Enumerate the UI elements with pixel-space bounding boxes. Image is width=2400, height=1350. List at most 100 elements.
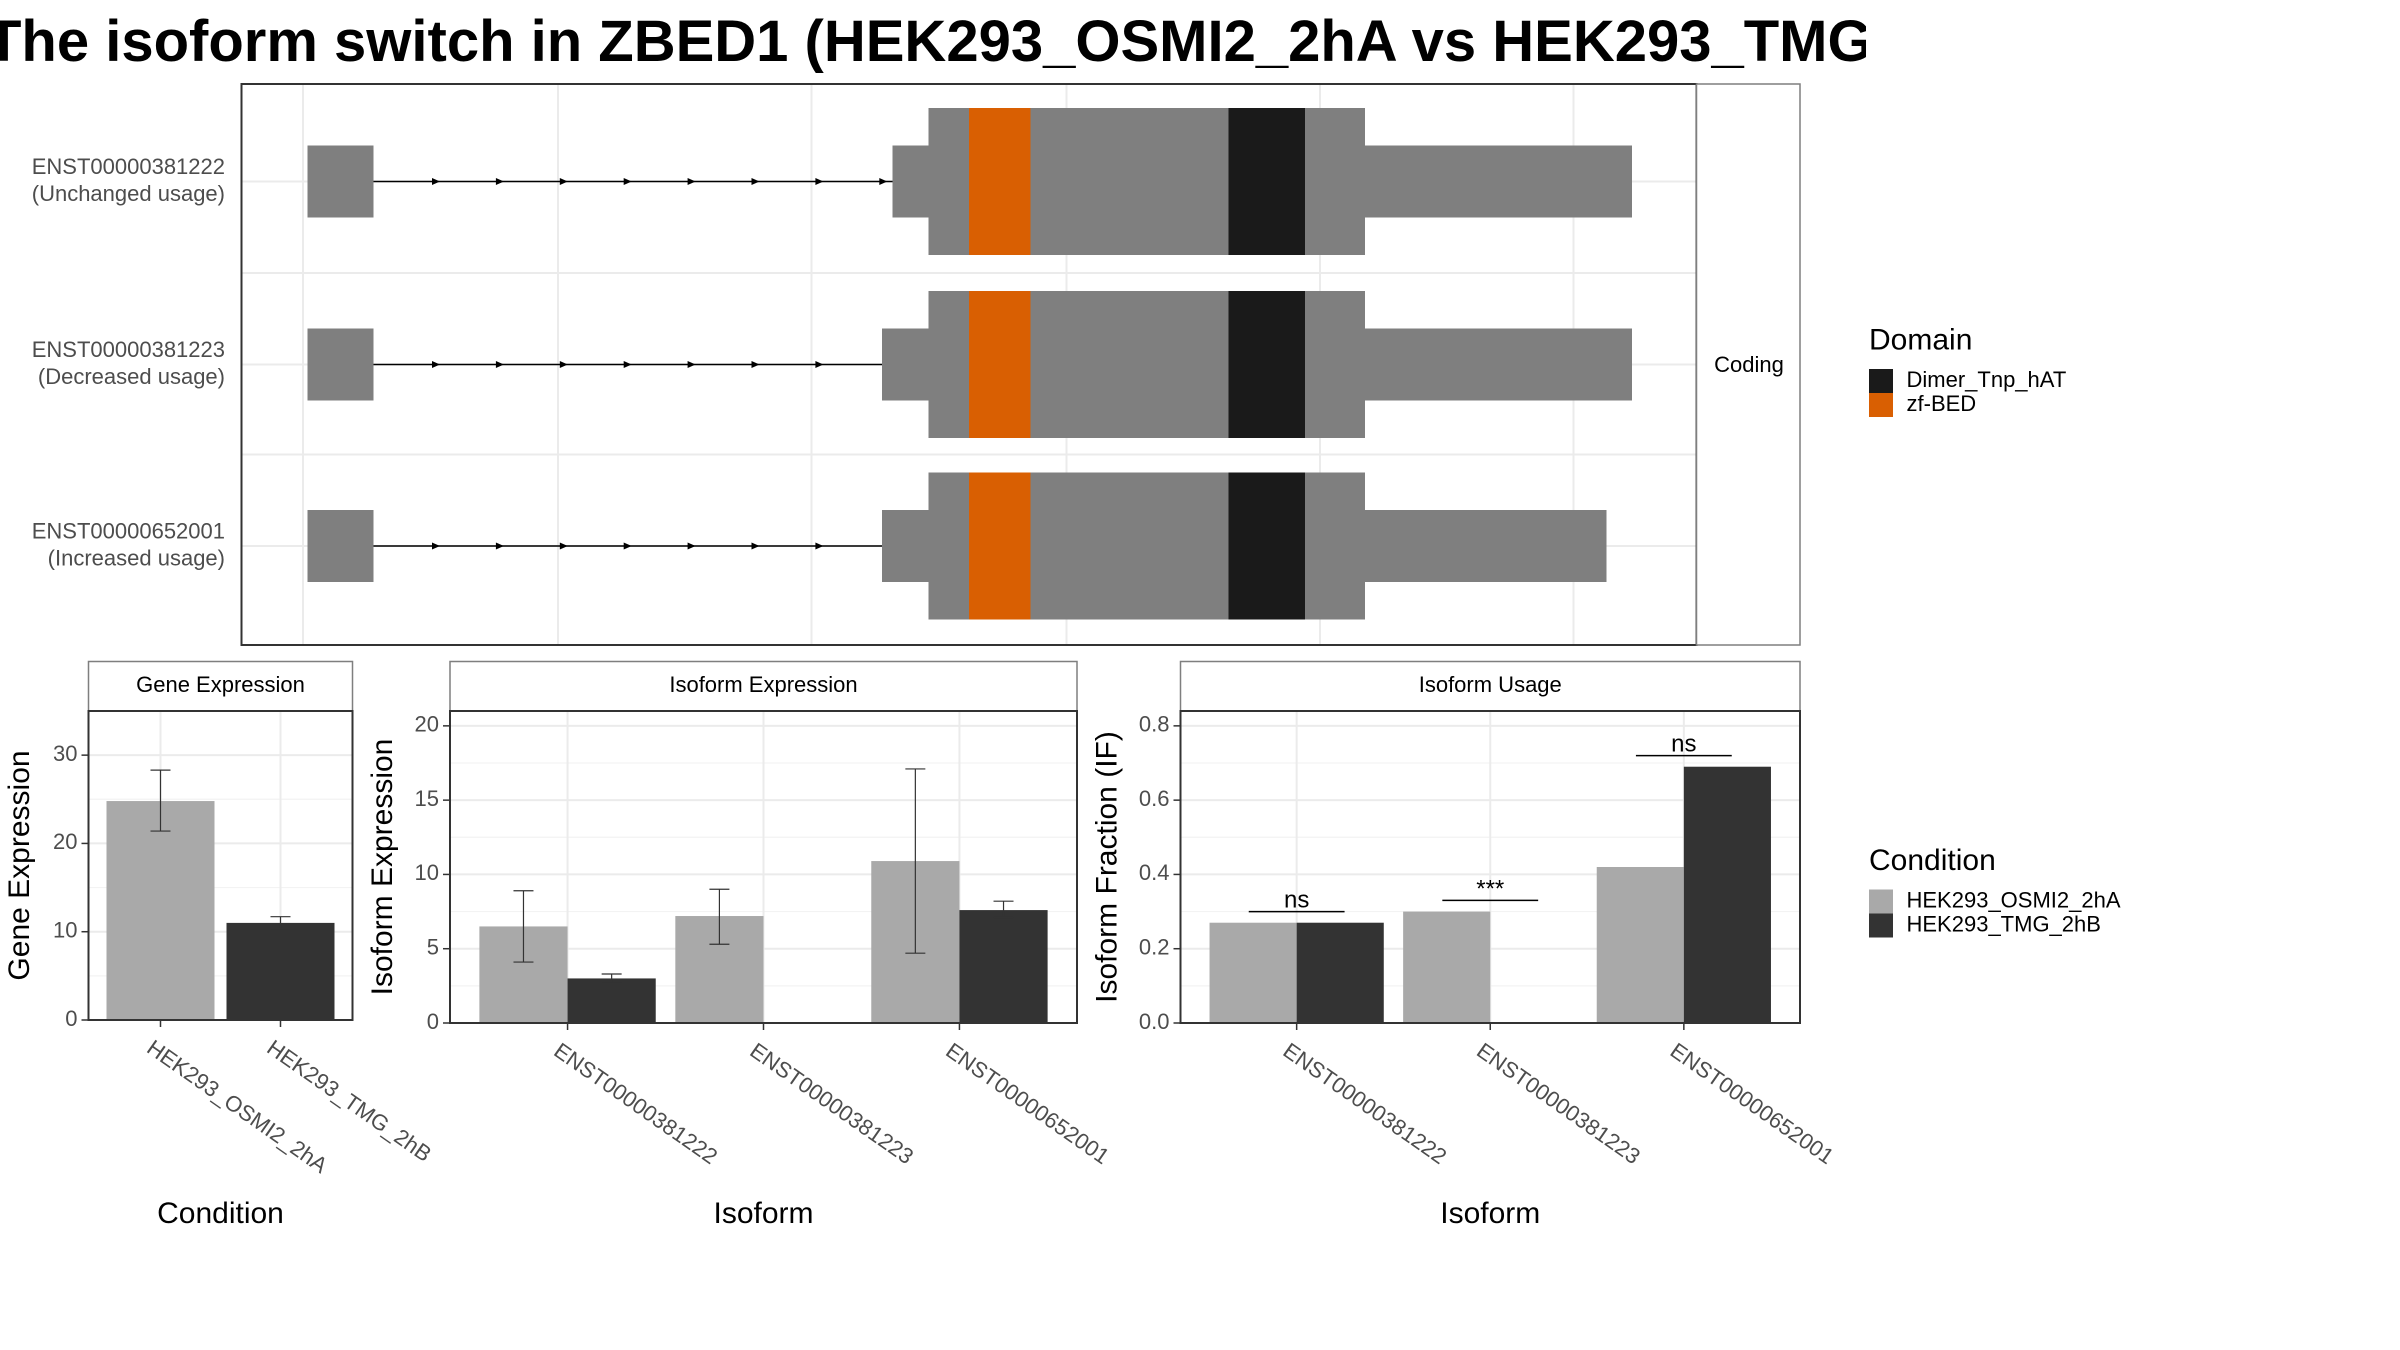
bar (1209, 922, 1297, 1023)
intron-arrow (687, 361, 696, 368)
bar-panel-border (449, 710, 1078, 1024)
x-tick-label: ENST00000652001 (1666, 1038, 1839, 1169)
y-tick-label: 0.2 (1139, 935, 1170, 960)
domain-zf-bed (969, 291, 1031, 438)
y-axis-label: Isoform Expression (366, 739, 399, 996)
intron-arrow (559, 178, 568, 185)
domain-legend-swatch (1869, 369, 1893, 393)
facet-strip-label: Isoform Usage (1419, 672, 1562, 697)
intron-arrow (751, 178, 760, 185)
facet-strip-label: Isoform Expression (669, 672, 857, 697)
domain-zf-bed (969, 472, 1031, 620)
intron-arrow (687, 542, 696, 550)
y-tick-label: 0.6 (1139, 786, 1170, 811)
exon-utr (892, 145, 929, 218)
bar (1296, 922, 1384, 1023)
intron-arrow (559, 542, 568, 550)
intron-arrow (623, 361, 632, 368)
exon-utr-3prime (1365, 328, 1632, 401)
domain-legend-swatch (1869, 393, 1893, 417)
y-tick-label: 0 (65, 1006, 77, 1031)
facet-strip (1179, 660, 1801, 712)
exon-utr-5prime (307, 145, 374, 218)
y-tick-label: 10 (415, 860, 439, 885)
intron-arrow (495, 178, 504, 185)
intron-arrow (687, 178, 696, 185)
x-tick-label: ENST00000652001 (941, 1038, 1114, 1169)
y-tick-label: 20 (53, 829, 77, 854)
exon-utr-3prime (1365, 145, 1632, 218)
y-tick-label: 0.4 (1139, 860, 1170, 885)
domain-dimer-tnp-hat (1228, 472, 1305, 620)
x-tick-label: ENST00000381222 (550, 1038, 723, 1169)
facet-strip (449, 660, 1078, 712)
intron-arrow (623, 542, 632, 550)
y-tick-label: 15 (415, 786, 439, 811)
intron-arrow (559, 361, 568, 368)
y-tick-label: 30 (53, 741, 77, 766)
y-axis-label: Gene Expression (3, 750, 36, 980)
domain-dimer-tnp-hat (1228, 108, 1305, 255)
transcript-id-label: ENST00000652001 (32, 519, 225, 544)
y-axis-label: Isoform Fraction (IF) (1090, 731, 1123, 1003)
exon-utr-5prime (307, 510, 374, 582)
bar (1403, 911, 1491, 1023)
significance-label: ns (1284, 887, 1309, 914)
condition-legend-swatch (1869, 913, 1893, 938)
y-tick-label: 10 (53, 918, 77, 943)
facet-strip (87, 660, 354, 712)
intron-arrow (751, 542, 760, 550)
significance-label: *** (1476, 875, 1504, 902)
bar (959, 910, 1048, 1023)
intron-arrow (751, 361, 760, 368)
domain-legend-label: zf-BED (1907, 391, 1977, 416)
y-tick-label: 20 (415, 712, 439, 737)
facet-label-coding: Coding (1714, 352, 1784, 377)
intron-arrow (879, 178, 888, 185)
bar (567, 978, 656, 1023)
x-tick-label: ENST00000381223 (1472, 1038, 1645, 1169)
intron-arrow (495, 361, 504, 368)
transcript-id-label: ENST00000381222 (32, 154, 225, 179)
domain-dimer-tnp-hat (1228, 291, 1305, 438)
intron-arrow (815, 361, 824, 368)
transcript-id-label: ENST00000381223 (32, 337, 225, 362)
domain-legend-title: Domain (1869, 324, 1972, 357)
intron-arrow (432, 178, 440, 185)
y-tick-label: 0.8 (1139, 712, 1170, 737)
y-tick-label: 0 (427, 1009, 439, 1034)
bar (1596, 867, 1684, 1023)
facet-strip (1695, 83, 1801, 646)
exon-utr-5prime (307, 328, 374, 401)
x-axis-label: Condition (157, 1197, 284, 1230)
x-axis-label: Isoform (1440, 1197, 1540, 1230)
y-tick-label: 5 (427, 935, 439, 960)
transcript-usage-label: (Decreased usage) (38, 364, 225, 389)
exon-utr (882, 510, 929, 582)
exon-utr (882, 328, 929, 401)
bar (1683, 766, 1771, 1023)
chart-title: The isoform switch in ZBED1 (HEK293_OSMI… (0, 9, 1866, 74)
condition-legend-label: HEK293_OSMI2_2hA (1907, 887, 2121, 912)
condition-legend-title: Condition (1869, 844, 1996, 877)
bar (226, 922, 335, 1020)
x-axis-label: Isoform (713, 1197, 813, 1230)
transcript-usage-label: (Increased usage) (48, 546, 225, 571)
significance-label: ns (1671, 731, 1696, 758)
intron-arrow (432, 542, 440, 550)
domain-zf-bed (969, 108, 1031, 255)
exon-utr-3prime (1365, 510, 1607, 582)
bar-panel-border (87, 710, 354, 1021)
condition-legend-swatch (1869, 889, 1893, 914)
intron-arrow (495, 542, 504, 550)
intron-arrow (432, 361, 440, 368)
condition-legend-label: HEK293_TMG_2hB (1907, 911, 2101, 936)
facet-strip-label: Gene Expression (136, 672, 305, 697)
bar (106, 801, 215, 1020)
domain-legend-label: Dimer_Tnp_hAT (1907, 367, 2067, 392)
x-tick-label: ENST00000381223 (745, 1038, 918, 1169)
y-tick-label: 0.0 (1139, 1009, 1170, 1034)
intron-arrow (815, 542, 824, 550)
intron-arrow (623, 178, 632, 185)
